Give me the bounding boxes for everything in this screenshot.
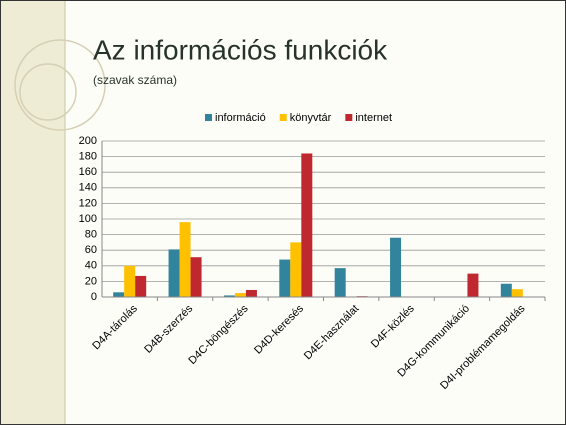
y-tick-label: 140 — [79, 182, 97, 194]
bar — [234, 293, 246, 297]
bar — [223, 295, 235, 297]
y-tick-label: 80 — [85, 229, 97, 241]
bar — [301, 153, 313, 297]
bar — [467, 273, 479, 297]
bar — [290, 242, 302, 297]
bar — [245, 289, 257, 297]
bar — [334, 268, 346, 297]
y-tick-label: 0 — [91, 291, 97, 303]
bar — [179, 222, 191, 297]
y-tick-label: 100 — [79, 213, 97, 225]
bar — [190, 257, 202, 297]
bar — [135, 275, 147, 297]
bar — [124, 265, 136, 297]
y-tick-label: 20 — [85, 275, 97, 287]
decor-circle — [19, 63, 77, 121]
legend-label: információ — [215, 112, 266, 124]
bar — [390, 237, 402, 297]
y-tick-label: 40 — [85, 260, 97, 272]
y-tick-label: 180 — [79, 151, 97, 163]
bar — [279, 259, 291, 297]
legend-swatch — [345, 114, 353, 121]
y-tick-label: 120 — [79, 197, 97, 209]
slide-title: Az információs funkciók — [93, 34, 388, 65]
y-tick-label: 60 — [85, 244, 97, 256]
side-panel — [1, 1, 65, 424]
slide-subtitle: (szavak száma) — [93, 73, 177, 87]
legend-label: könyvtár — [290, 112, 332, 124]
legend-swatch — [205, 114, 212, 121]
decor-circle — [14, 39, 106, 131]
y-tick-label: 160 — [79, 166, 97, 178]
bar — [113, 292, 125, 297]
bar — [168, 249, 180, 297]
legend-label: internet — [355, 112, 392, 124]
legend-swatch — [279, 114, 287, 121]
bar — [500, 283, 512, 297]
y-tick-label: 200 — [79, 135, 97, 147]
bar — [511, 289, 523, 297]
